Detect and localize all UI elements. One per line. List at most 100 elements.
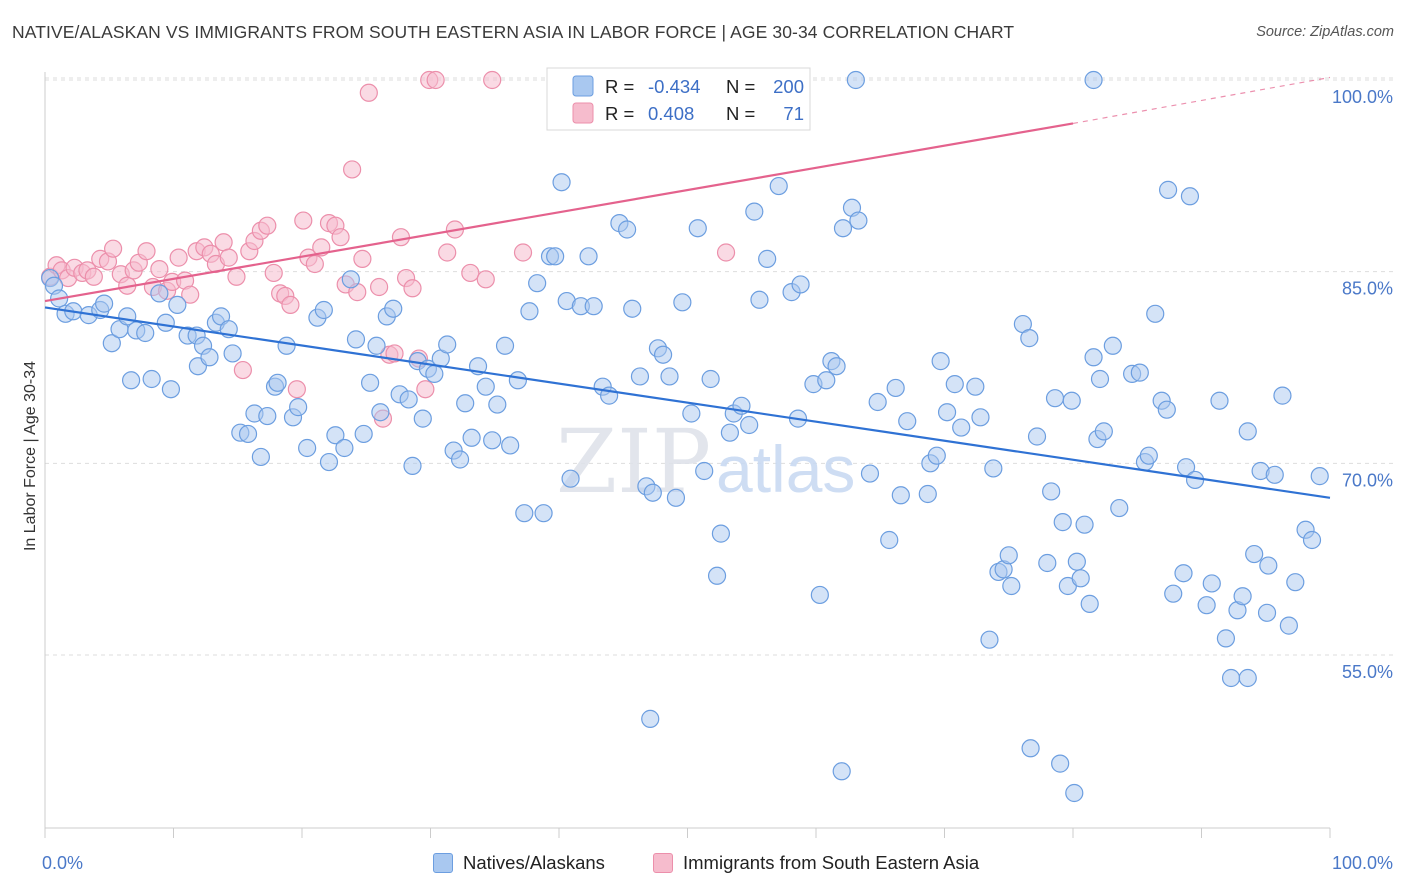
bottom-legend-item-immigrants[interactable]: Immigrants from South Eastern Asia: [653, 852, 979, 874]
natives-point-194: [832, 762, 851, 781]
legend-n-label-2: N =: [726, 103, 755, 124]
immigrants-point-7: [84, 267, 103, 286]
immigrants-point-67: [483, 70, 502, 90]
natives-point-91: [643, 483, 662, 502]
natives-point-70: [501, 436, 520, 455]
natives-point-177: [1210, 391, 1229, 410]
natives-point-89: [630, 367, 650, 386]
natives-point-169: [1158, 180, 1178, 199]
bottom-legend-item-natives[interactable]: Natives/Alaskans: [433, 852, 605, 874]
natives-point-38: [298, 438, 317, 458]
immigrants-point-40: [294, 211, 313, 230]
natives-point-187: [1273, 386, 1292, 405]
natives-point-96: [673, 293, 692, 312]
natives-point-103: [720, 423, 740, 442]
bottom-legend-swatch-natives: [433, 853, 453, 873]
natives-point-158: [1090, 369, 1110, 389]
natives-point-115: [810, 585, 829, 605]
immigrants-point-17: [150, 260, 169, 279]
natives-point-123: [868, 392, 887, 412]
immigrants-point-22: [181, 285, 200, 304]
natives-point-125: [886, 378, 905, 398]
natives-point-116: [817, 371, 836, 390]
natives-point-13: [136, 323, 155, 343]
immigrants-point-65: [461, 263, 480, 283]
natives-point-110: [769, 176, 788, 196]
natives-point-101: [707, 566, 727, 585]
natives-point-53: [399, 390, 418, 409]
immigrants-trend-line: [44, 122, 1074, 303]
y-tick-label-100: 100.0%: [1332, 87, 1393, 107]
natives-point-107: [745, 202, 764, 221]
immigrants-point-39: [287, 380, 306, 399]
immigrants-point-56: [391, 228, 411, 247]
natives-point-155: [1080, 594, 1099, 613]
natives-point-145: [1027, 427, 1047, 446]
immigrants-point-38: [281, 295, 300, 314]
natives-point-196: [1051, 754, 1070, 773]
natives-point-108: [750, 290, 769, 309]
legend-r-label-1: R =: [605, 76, 634, 97]
natives-point-109: [758, 249, 777, 268]
immigrants-point-62: [426, 70, 445, 90]
natives-point-175: [1197, 596, 1216, 615]
natives-point-7: [95, 294, 114, 313]
natives-point-44: [341, 270, 360, 289]
natives-point-185: [1259, 556, 1278, 575]
natives-point-72: [515, 504, 534, 523]
immigrants-point-15: [137, 242, 156, 261]
natives-point-124: [880, 530, 899, 550]
natives-point-179: [1221, 668, 1241, 688]
natives-point-63: [456, 394, 475, 413]
natives-point-64: [462, 428, 481, 447]
natives-point-37: [289, 398, 308, 417]
immigrants-point-50: [353, 249, 372, 268]
natives-point-127: [898, 412, 917, 431]
immigrants-point-51: [359, 83, 378, 102]
bottom-legend-swatch-immigrants: [653, 853, 673, 873]
y-tick-labels: 55.0% 70.0% 85.0% 100.0%: [1332, 87, 1393, 682]
natives-point-191: [1302, 530, 1322, 550]
natives-point-71: [508, 371, 527, 390]
natives-point-171: [1174, 564, 1193, 583]
x-ticks: [44, 828, 1331, 838]
natives-point-168: [1157, 400, 1176, 419]
natives-point-47: [361, 373, 380, 392]
natives-point-156: [1084, 348, 1103, 367]
natives-point-146: [1038, 553, 1057, 573]
natives-point-14: [142, 369, 161, 389]
immigrants-point-66: [476, 270, 495, 289]
natives-point-118: [827, 357, 846, 376]
natives-point-148: [1045, 389, 1065, 408]
natives-point-102: [711, 524, 731, 543]
natives-point-181: [1233, 587, 1252, 606]
legend-n-value-1: 200: [773, 76, 804, 97]
natives-point-23: [200, 348, 219, 367]
natives-point-147: [1042, 482, 1061, 501]
immigrants-trend-extension: [1072, 76, 1331, 125]
natives-point-142: [1002, 576, 1021, 596]
natives-point-35: [277, 336, 296, 355]
natives-point-46: [354, 424, 373, 444]
natives-point-78: [552, 173, 571, 192]
natives-point-11: [121, 371, 141, 390]
natives-point-95: [666, 488, 686, 507]
natives-point-178: [1216, 629, 1236, 648]
natives-point-188: [1279, 616, 1298, 635]
natives-point-154: [1075, 515, 1094, 534]
natives-point-197: [1065, 783, 1084, 803]
natives-point-29: [238, 424, 258, 444]
natives-point-98: [688, 219, 707, 238]
natives-point-8: [102, 334, 121, 353]
natives-point-40: [314, 300, 333, 320]
natives-trend-line: [44, 306, 1331, 499]
immigrants-point-60: [416, 380, 435, 399]
legend-swatch-immigrants: [572, 102, 594, 124]
natives-point-100: [701, 369, 720, 389]
legend-r-label-2: R =: [605, 103, 634, 124]
natives-point-94: [660, 367, 679, 386]
immigrants-point-42: [305, 254, 324, 274]
natives-point-198: [1238, 668, 1257, 688]
natives-point-153: [1071, 569, 1090, 588]
